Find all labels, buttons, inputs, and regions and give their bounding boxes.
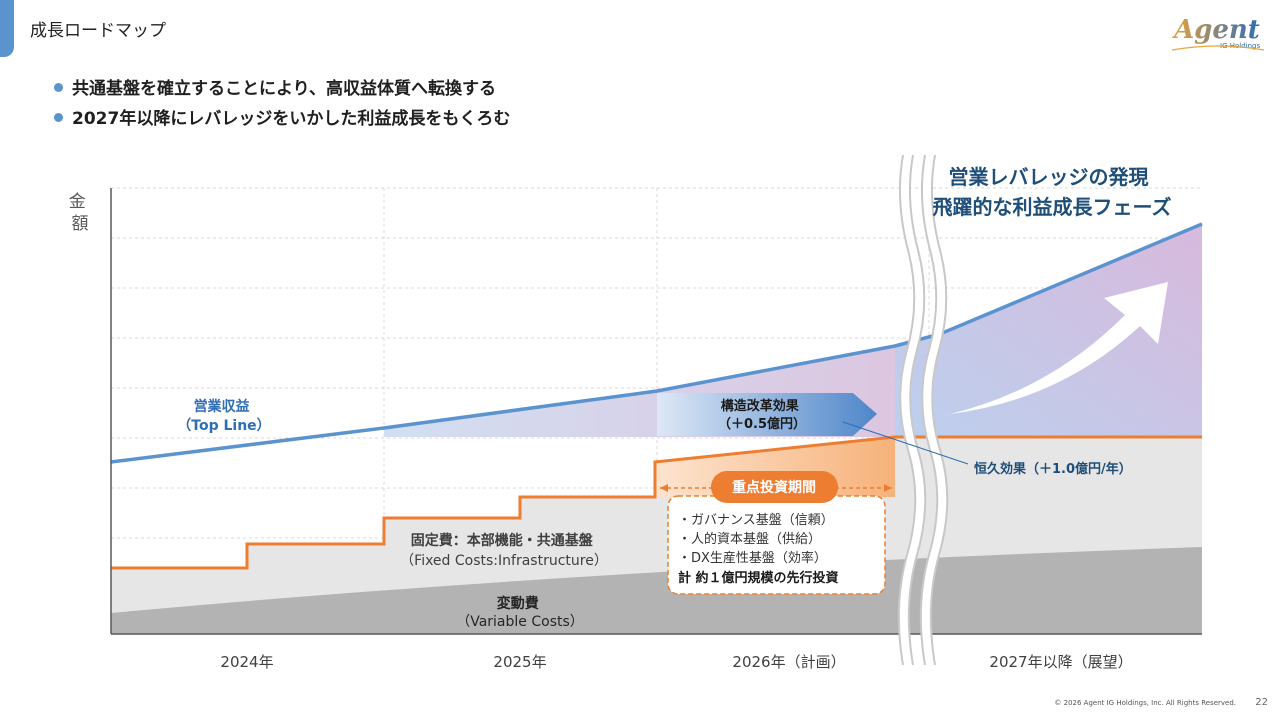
bullet-dot-icon — [54, 112, 63, 122]
permanent-effect-label: 恒久効果（＋1.0億円/年） — [974, 461, 1132, 477]
title-accent-tab — [0, 0, 14, 57]
key-point: 2027年以降にレバレッジをいかした利益成長をもくろむ — [54, 104, 510, 134]
fixed-cost-line — [111, 435, 1202, 570]
structural-reform-arrow — [657, 393, 877, 436]
investment-total: 計 約１億円規模の先行投資 — [678, 570, 839, 586]
period-label-2024: 2024年 — [220, 653, 273, 671]
period-label-2025: 2025年 — [493, 653, 546, 671]
revenue-line — [110, 222, 1203, 464]
key-point: 共通基盤を確立することにより、高収益体質へ転換する — [54, 74, 510, 104]
leverage-gain-area — [895, 224, 1202, 437]
bullet-dot-icon — [54, 82, 63, 92]
page-title: 成長ロードマップ — [30, 21, 166, 41]
key-points-list: 共通基盤を確立することにより、高収益体質へ転換する 2027年以降にレバレッジを… — [54, 74, 510, 134]
logo-sub-text: IG Holdings — [1220, 42, 1260, 50]
variable-costs-label: 変動費 （Variable Costs） — [456, 595, 584, 630]
phase-title: 営業レバレッジの発現 飛躍的な利益成長フェーズ — [933, 165, 1172, 219]
period-label-2027: 2027年以降（展望） — [989, 653, 1132, 671]
page-number: 22 — [1255, 697, 1268, 708]
growth-arrow-icon — [950, 282, 1168, 414]
permanent-effect-pointer — [842, 421, 969, 465]
fixed-costs-label: 固定費：本部機能・共通基盤 （Fixed Costs:Infrastructur… — [400, 532, 608, 569]
top-line-label: 営業収益 （Top Line） — [177, 398, 270, 434]
focus-period-badge — [711, 471, 838, 503]
investment-items: ・ガバナンス基盤（信頼） ・人的資本基盤（供給） ・DX生産性基盤（効率） — [678, 513, 838, 566]
copyright-footer: © 2026 Agent IG Holdings, Inc. All Right… — [1054, 699, 1236, 707]
period-labels: 2024年 2025年 2026年（計画） 2027年以降（展望） — [220, 653, 1132, 671]
focus-period-label: 重点投資期間 — [732, 479, 816, 496]
structural-reform-label: 構造改革効果 （＋0.5億円） — [718, 398, 806, 432]
logo-brand-text: Agent — [1171, 15, 1260, 45]
y-axis-label: 金 額 — [69, 192, 91, 234]
company-logo: Agent IG Holdings — [1171, 15, 1265, 51]
period-label-2026: 2026年（計画） — [732, 653, 845, 671]
axis-break-mark — [898, 150, 948, 670]
